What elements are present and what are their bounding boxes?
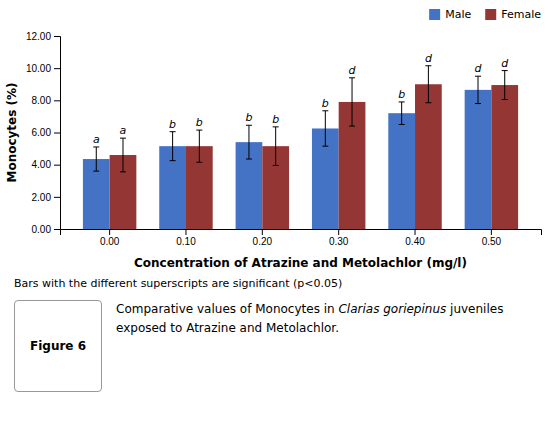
legend: Male Female (429, 8, 541, 21)
x-tick-label: 0.40 (405, 236, 425, 247)
y-tick-label: 2.00 (32, 192, 52, 203)
x-tick-label: 0.30 (329, 236, 349, 247)
x-tick: 0.00 (100, 229, 120, 247)
superscript: a (93, 133, 100, 146)
superscript: d (349, 64, 357, 77)
figure-label: Figure 6 (14, 300, 102, 392)
caption-area: Bars with the different superscripts are… (0, 277, 557, 392)
caption-segment: Clarias goriepinus (338, 302, 446, 316)
y-tick: 6.00 (32, 127, 60, 138)
legend-swatch (429, 9, 440, 20)
y-axis-title: Monocytes (%) (5, 82, 19, 182)
x-tick: 0.20 (253, 229, 273, 247)
error-bar (425, 66, 431, 103)
superscript: d (475, 62, 483, 75)
x-tick-label: 0.50 (482, 236, 502, 247)
y-tick-label: 8.00 (32, 95, 52, 106)
error-bar (475, 76, 481, 103)
x-tick-mark (491, 229, 492, 235)
y-tick: 12.00 (26, 31, 60, 42)
y-tick: 2.00 (32, 192, 60, 203)
caption: Comparative values of Monocytes in Clari… (116, 300, 543, 392)
x-tick-label: 0.00 (100, 236, 120, 247)
error-bar (93, 147, 99, 171)
x-tick: 0.40 (405, 229, 425, 247)
error-bar (349, 78, 355, 126)
x-tick-mark (262, 229, 263, 235)
y-tick: 4.00 (32, 159, 60, 170)
y-tick-mark (54, 197, 60, 198)
x-tick-label: 0.20 (253, 236, 273, 247)
marks (83, 66, 518, 229)
error-bar (120, 138, 126, 172)
y-tick-mark (54, 36, 60, 37)
error-bar (399, 102, 405, 125)
y-tick: 0.00 (32, 224, 60, 235)
y-tick-label: 6.00 (32, 127, 52, 138)
y-tick-mark (54, 100, 60, 101)
caption-segment: Comparative values of Monocytes in (116, 302, 338, 316)
error-bar (502, 71, 508, 100)
superscripts: a b b b b d a b b d d d (93, 52, 509, 146)
x-tick: 0.50 (482, 229, 502, 247)
bar (388, 113, 415, 229)
legend-label: Male (445, 8, 471, 21)
error-bar (246, 125, 252, 159)
error-bar (322, 111, 328, 146)
error-bar (196, 130, 202, 162)
x-tick-mark (415, 229, 416, 235)
x-tick-mark (338, 229, 339, 235)
x-tick-label: 0.10 (176, 236, 196, 247)
y-tick-label: 12.00 (26, 31, 51, 42)
y-tick-mark (54, 229, 60, 230)
chart: 0.002.004.006.008.0010.0012.000.000.100.… (0, 0, 557, 275)
series (110, 66, 518, 229)
bar (415, 84, 442, 229)
x-tick: 0.30 (329, 229, 349, 247)
y-axis-line (54, 37, 61, 230)
y-axis: 0.00 2.00 4.00 6.00 8.00 10.00 12.00 (26, 31, 61, 235)
y-tick-mark (54, 68, 60, 69)
note: Bars with the different superscripts are… (14, 277, 543, 290)
y-tick-label: 10.00 (26, 63, 51, 74)
y-tick-label: 0.00 (32, 224, 52, 235)
x-tick-mark (109, 229, 110, 235)
y-tick-mark (54, 133, 60, 134)
superscript: b (196, 116, 203, 129)
x-axis: 0.00 0.10 0.20 0.30 0.40 0.50 (61, 229, 542, 247)
caption-row: Figure 6 Comparative values of Monocytes… (14, 300, 543, 392)
bar (491, 85, 518, 229)
legend-item: Male (429, 8, 471, 21)
superscript: d (425, 52, 433, 65)
superscript: d (501, 57, 509, 70)
error-bar (273, 127, 279, 166)
legend-label: Female (501, 8, 541, 21)
y-tick-mark (54, 165, 60, 166)
y-tick-label: 4.00 (32, 159, 52, 170)
y-tick: 10.00 (26, 63, 60, 74)
x-tick: 0.10 (176, 229, 196, 247)
y-tick: 8.00 (32, 95, 60, 106)
superscript: b (272, 113, 279, 126)
superscript: b (398, 88, 405, 101)
bar (465, 90, 492, 229)
error-bar (170, 132, 176, 161)
legend-swatch (485, 9, 496, 20)
superscript: b (322, 97, 329, 110)
plot: 0.002.004.006.008.0010.0012.000.000.100.… (26, 31, 542, 247)
superscript: b (169, 118, 176, 131)
x-axis-line (61, 230, 542, 236)
x-tick-mark (185, 229, 186, 235)
x-axis-title: Concentration of Atrazine and Metolachlo… (134, 256, 467, 270)
superscript: a (120, 124, 127, 137)
legend-item: Female (485, 8, 541, 21)
superscript: b (245, 111, 252, 124)
series (83, 76, 491, 229)
